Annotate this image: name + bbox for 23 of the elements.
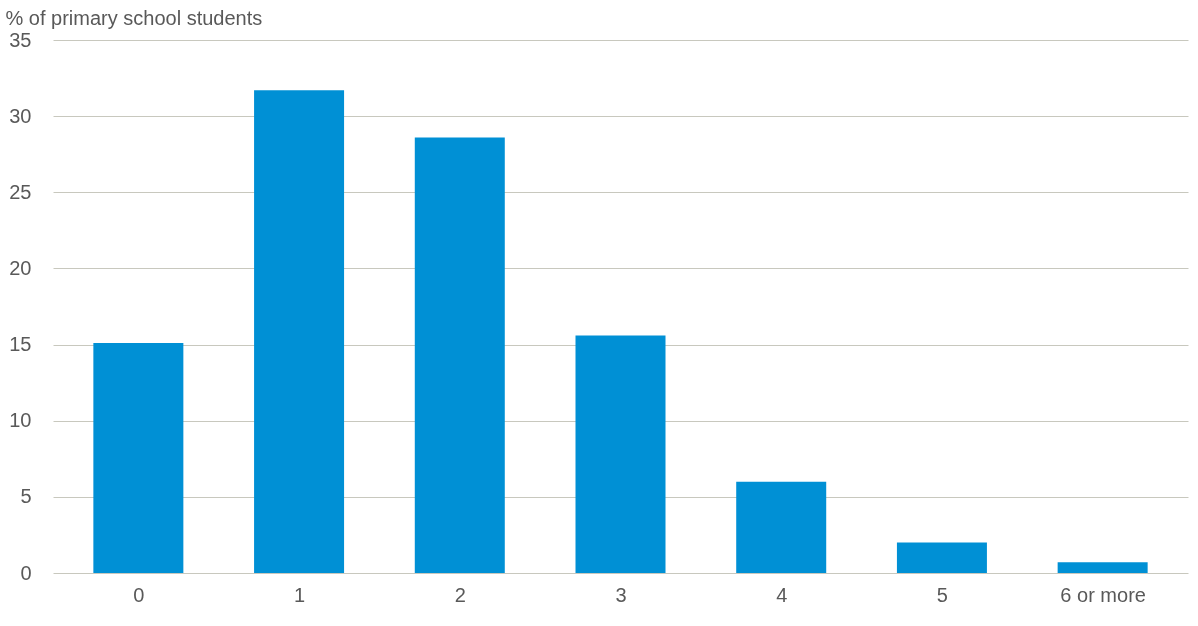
x-tick-label: 2 — [454, 583, 466, 606]
x-tick-label: 4 — [776, 583, 788, 606]
y-axis-title: % of primary school students — [5, 6, 263, 29]
bar — [736, 481, 827, 573]
bar — [575, 335, 666, 573]
y-tick-label: 10 — [9, 409, 32, 432]
x-tick-label: 5 — [936, 583, 948, 606]
bar — [896, 542, 987, 573]
x-tick-label: 6 or more — [1060, 583, 1146, 606]
bar — [414, 137, 505, 573]
y-tick-label: 5 — [20, 485, 32, 508]
x-tick-label: 0 — [133, 583, 145, 606]
x-tick-label: 3 — [615, 583, 627, 606]
y-tick-label: 30 — [9, 104, 32, 127]
y-tick-label: 0 — [20, 561, 32, 584]
bar — [1057, 562, 1148, 573]
y-tick-label: 20 — [9, 256, 32, 279]
y-tick-label: 15 — [9, 333, 32, 356]
x-tick-label: 1 — [294, 583, 306, 606]
y-tick-label: 25 — [9, 180, 32, 203]
bar — [93, 343, 184, 573]
y-tick-label: 35 — [9, 28, 32, 51]
bar — [254, 90, 345, 573]
